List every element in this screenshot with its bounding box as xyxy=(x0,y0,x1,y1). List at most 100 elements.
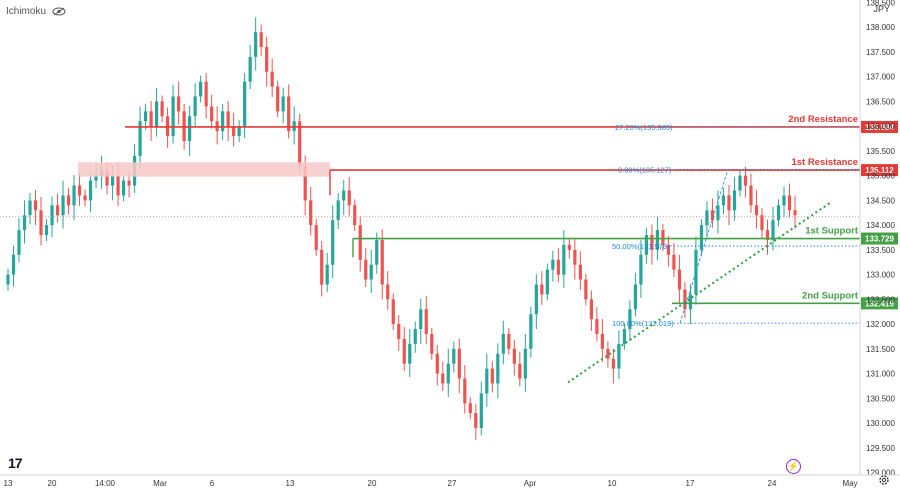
candle-body xyxy=(485,368,489,394)
candle-body xyxy=(303,165,307,201)
candle-body xyxy=(430,333,434,354)
candle-body xyxy=(754,205,759,216)
candle-body xyxy=(408,343,412,364)
candle-body xyxy=(677,269,682,290)
indicator-label[interactable]: Ichimoku xyxy=(6,6,66,17)
candle-body xyxy=(6,274,10,285)
candle-body xyxy=(61,195,65,216)
candle-body xyxy=(149,111,153,127)
fib-label: 100.00%(132.019) xyxy=(612,319,674,328)
candle-body xyxy=(259,32,263,48)
candle-body xyxy=(617,343,621,369)
overlays: 2nd Resistance 135.984 1st Resistance 135.1… xyxy=(0,114,898,384)
candle-body xyxy=(232,126,236,137)
y-tick-label: 135.500 xyxy=(866,147,895,156)
candle-body xyxy=(127,180,131,186)
candle-body xyxy=(705,210,709,226)
x-tick-label: 14:00 xyxy=(95,479,116,488)
gear-icon[interactable] xyxy=(878,474,890,486)
candle-body xyxy=(644,235,649,255)
candle-body xyxy=(743,175,748,186)
candle-body xyxy=(578,264,582,280)
candle-body xyxy=(254,32,258,57)
level-name: 2nd Support xyxy=(802,290,859,301)
candle-body xyxy=(281,96,285,112)
eye-icon[interactable] xyxy=(52,7,66,16)
candle-body xyxy=(143,111,148,122)
level-price-tag xyxy=(861,120,898,133)
y-tick-label: 133.000 xyxy=(866,271,895,280)
candle-body xyxy=(611,358,615,369)
candle-body xyxy=(507,333,511,349)
candle-body xyxy=(435,353,439,374)
x-tick-label: 13 xyxy=(4,479,13,488)
x-tick-label: 20 xyxy=(48,479,57,488)
candle-body xyxy=(369,264,373,280)
candle-body xyxy=(562,244,566,275)
fib-diagonal xyxy=(679,169,729,324)
candle-body xyxy=(606,348,610,359)
candle-body xyxy=(595,319,599,334)
candle-body xyxy=(716,205,720,221)
candle-body xyxy=(39,210,43,236)
candle-body xyxy=(336,200,340,221)
candle-body xyxy=(94,175,98,181)
candle-body xyxy=(655,230,660,250)
x-tick-label: 13 xyxy=(286,479,295,488)
indicator-name: Ichimoku xyxy=(6,6,47,17)
level-name: 2nd Resistance xyxy=(788,114,858,125)
candle-body xyxy=(523,348,527,379)
candle-body xyxy=(589,299,593,320)
candle-body xyxy=(364,259,368,280)
candle-body xyxy=(683,289,687,310)
candle-body xyxy=(573,249,577,265)
y-tick-label: 134.500 xyxy=(866,196,895,205)
flash-icon[interactable]: ⚡ xyxy=(786,459,801,474)
candle-body xyxy=(160,101,164,117)
candle-body xyxy=(353,205,357,226)
candle-body xyxy=(501,333,505,354)
candle-body xyxy=(270,71,274,87)
candle-body xyxy=(309,200,313,226)
candle-body xyxy=(33,200,38,211)
x-tick-label: 27 xyxy=(448,479,457,488)
y-tick-label: 136.000 xyxy=(866,122,895,131)
candle-body xyxy=(77,185,82,196)
tradingview-logo-icon: 17 xyxy=(8,455,23,471)
y-tick-label: 136.500 xyxy=(866,97,895,106)
fib-label: 27.20%(135.985) xyxy=(615,123,673,132)
candle-body xyxy=(121,180,126,196)
candle-body xyxy=(397,324,401,339)
candle-body xyxy=(72,185,76,206)
y-tick-label: 133.500 xyxy=(866,246,895,255)
candle-body xyxy=(177,96,181,112)
candle-body xyxy=(776,205,781,221)
candle-body xyxy=(199,81,203,97)
price-axis[interactable]: 138.500 138.000 137.500 137.000 136.500 136.0… xyxy=(859,0,895,478)
candle-body xyxy=(413,329,417,344)
candle-body xyxy=(710,210,715,221)
candle-body xyxy=(760,215,764,231)
candle-body xyxy=(699,225,704,250)
candle-body xyxy=(738,175,742,191)
candle-body xyxy=(666,244,671,255)
candle-body xyxy=(391,299,395,325)
candle-body xyxy=(622,329,626,344)
candle-body xyxy=(727,195,731,211)
y-tick-label: 129.000 xyxy=(866,469,895,478)
resistance-zone xyxy=(78,162,330,177)
candle-body xyxy=(342,190,346,201)
candle-body xyxy=(193,96,197,117)
candle-body xyxy=(721,195,726,206)
candle-body xyxy=(331,220,335,265)
candle-body xyxy=(650,235,654,250)
candle-body xyxy=(105,170,109,186)
candle-body xyxy=(688,294,693,310)
time-axis[interactable]: 13 20 14:00 Mar 6 13 20 27 Apr 10 17 24 May xyxy=(0,474,900,488)
candle-body xyxy=(441,373,445,384)
candle-body xyxy=(540,284,544,295)
candle-body xyxy=(468,403,472,414)
candle-body xyxy=(402,338,406,364)
